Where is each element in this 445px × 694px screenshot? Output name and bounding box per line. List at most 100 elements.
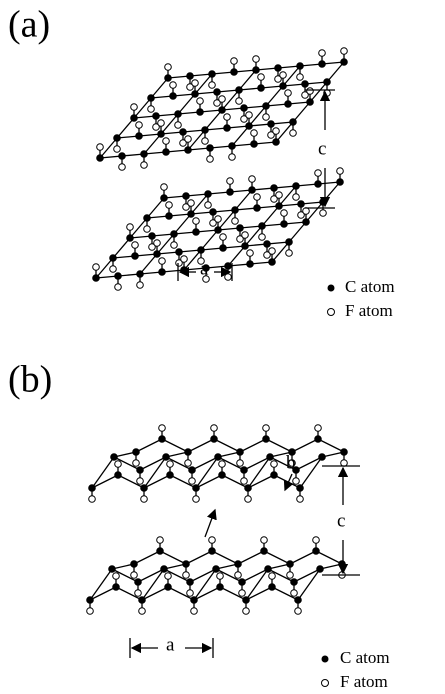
f-atom [182,203,190,211]
f-atom [136,281,144,289]
c-atom [204,190,212,198]
bond [99,137,118,159]
f-atom [228,153,236,161]
bond [195,456,219,489]
f-atom [210,424,218,432]
c-atom [275,202,283,210]
c-atom [253,204,261,212]
c-atom [158,435,166,443]
f-atom [191,79,199,87]
c-atom [340,58,348,66]
c-atom [235,86,243,94]
f-atom [216,572,224,580]
c-atom [187,210,195,218]
c-atom [242,596,250,604]
c-atom [135,132,143,140]
c-atom [202,264,210,272]
panel-label: (b) [8,359,52,401]
legend-text: C atom [340,648,390,667]
c-atom [132,448,140,456]
f-atom [240,477,248,485]
bond [187,129,206,151]
f-atom [241,231,249,239]
bond [95,257,114,279]
bond [271,586,299,601]
f-atom [312,536,320,544]
bond [309,81,328,103]
c-atom [218,471,226,479]
bond [215,568,243,583]
c-atom [274,64,282,72]
bond [267,568,295,583]
f-atom [294,607,302,615]
f-atom [340,459,348,467]
c-atom [340,448,348,456]
c-atom [197,246,205,254]
bond [193,568,217,601]
c-atom [296,62,304,70]
c-atom [162,148,170,156]
dimension-label: c [337,510,345,531]
bond [165,456,193,471]
bond [219,586,247,601]
c-atom [196,108,204,116]
c-atom [212,565,220,573]
f-atom [202,275,210,283]
c-atom [268,258,276,266]
f-atom [157,119,165,127]
f-atom [230,57,238,65]
f-atom [262,424,270,432]
f-atom [196,97,204,105]
c-atom [224,262,232,270]
c-atom [182,560,190,568]
bond [190,193,209,215]
c-atom [263,240,271,248]
dimension-a [129,638,214,658]
c-atom [130,560,138,568]
bond [112,237,131,259]
bond [163,568,191,583]
c-atom [140,484,148,492]
c-atom [230,68,238,76]
c-atom [209,208,217,216]
dimension-label: c [318,138,326,159]
bond [221,474,249,489]
bond [183,249,202,271]
c-atom [236,448,244,456]
f-atom [272,127,280,135]
c-atom [184,448,192,456]
f-atom [132,459,140,467]
c-atom [241,242,249,250]
c-atom [126,234,134,242]
c-atom [113,134,121,142]
bond [185,550,213,565]
legend-text: F atom [345,301,393,320]
f-atom [302,207,310,215]
legend-text: C atom [345,277,395,296]
c-atom [284,100,292,108]
f-atom [267,131,275,139]
c-atom [257,84,265,92]
c-atom [188,466,196,474]
f-atom [114,460,122,468]
c-atom [152,112,160,120]
f-atom [170,241,178,249]
c-atom [314,180,322,188]
bond [291,438,319,453]
f-atom [192,495,200,503]
f-atom [179,139,187,147]
c-atom [96,154,104,162]
bond [269,456,297,471]
f-atom [250,129,258,137]
f-atom [126,223,134,231]
bond [91,474,119,489]
c-atom [267,120,275,128]
c-atom [245,122,253,130]
f-atom [290,589,298,597]
c-atom [92,274,100,282]
c-atom [109,254,117,262]
f-atom [268,572,276,580]
f-atom [184,135,192,143]
f-atom [242,607,250,615]
c-atom [219,244,227,252]
